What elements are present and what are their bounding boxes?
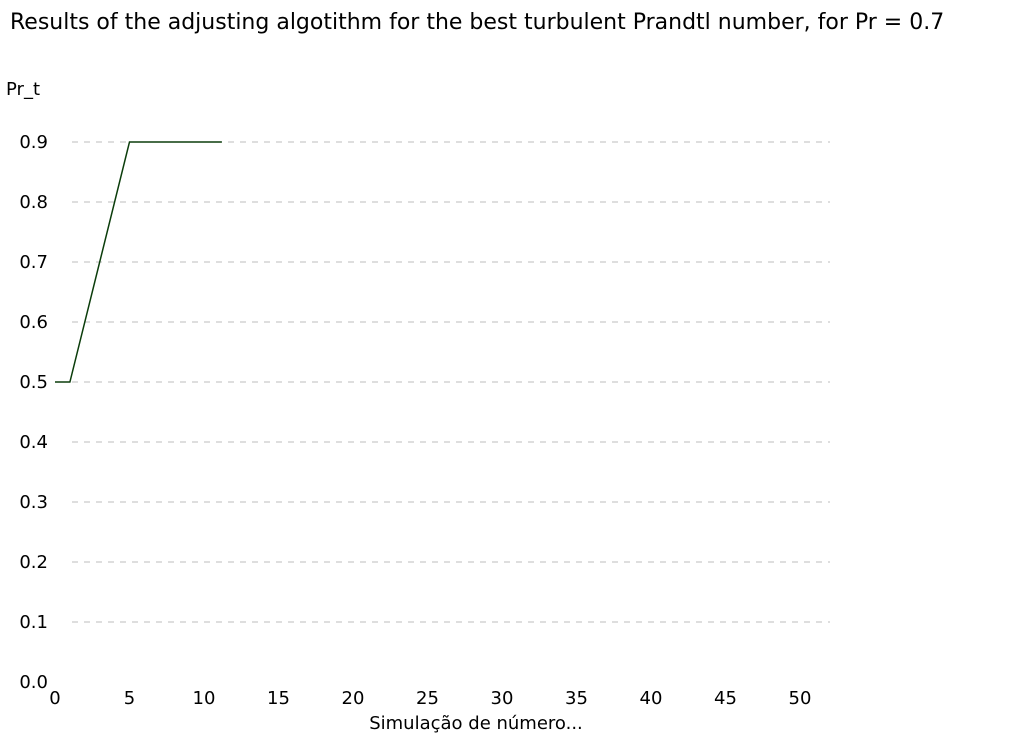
x-tick-label: 50 bbox=[789, 688, 812, 709]
series-lines bbox=[55, 141, 222, 383]
y-tick-label: 0.8 bbox=[19, 192, 48, 213]
x-tick-label: 40 bbox=[640, 688, 663, 709]
x-tick-label: 30 bbox=[491, 688, 514, 709]
y-tick-label: 0.4 bbox=[19, 432, 48, 453]
y-tick-label: 0.1 bbox=[19, 612, 48, 633]
series-line bbox=[55, 141, 222, 383]
y-tick-label: 0.6 bbox=[19, 312, 48, 333]
y-tick-label: 0.3 bbox=[19, 492, 48, 513]
y-tick-label: 0.2 bbox=[19, 552, 48, 573]
y-tick-label: 0.0 bbox=[19, 672, 48, 693]
x-tick-label: 45 bbox=[714, 688, 737, 709]
y-tick-label: 0.9 bbox=[19, 132, 48, 153]
x-axis-label: Simulação de número... bbox=[369, 713, 583, 734]
y-tick-label: 0.5 bbox=[19, 372, 48, 393]
y-axis-ticks: 0.0 0.1 0.2 0.3 0.4 0.5 0.6 0.7 0.8 0.9 bbox=[19, 132, 48, 693]
x-tick-label: 15 bbox=[267, 688, 290, 709]
y-tick-label: 0.7 bbox=[19, 252, 48, 273]
y-axis-label: Pr_t bbox=[6, 79, 40, 100]
x-axis-ticks: 0 5 10 15 20 25 30 35 40 45 50 bbox=[49, 688, 811, 709]
x-tick-label: 10 bbox=[193, 688, 216, 709]
x-tick-label: 35 bbox=[565, 688, 588, 709]
x-tick-label: 5 bbox=[124, 688, 135, 709]
grid-lines bbox=[72, 141, 830, 623]
x-tick-label: 20 bbox=[342, 688, 365, 709]
x-tick-label: 25 bbox=[416, 688, 439, 709]
x-tick-label: 0 bbox=[49, 688, 60, 709]
chart-title: Results of the adjusting algotithm for t… bbox=[10, 10, 944, 35]
